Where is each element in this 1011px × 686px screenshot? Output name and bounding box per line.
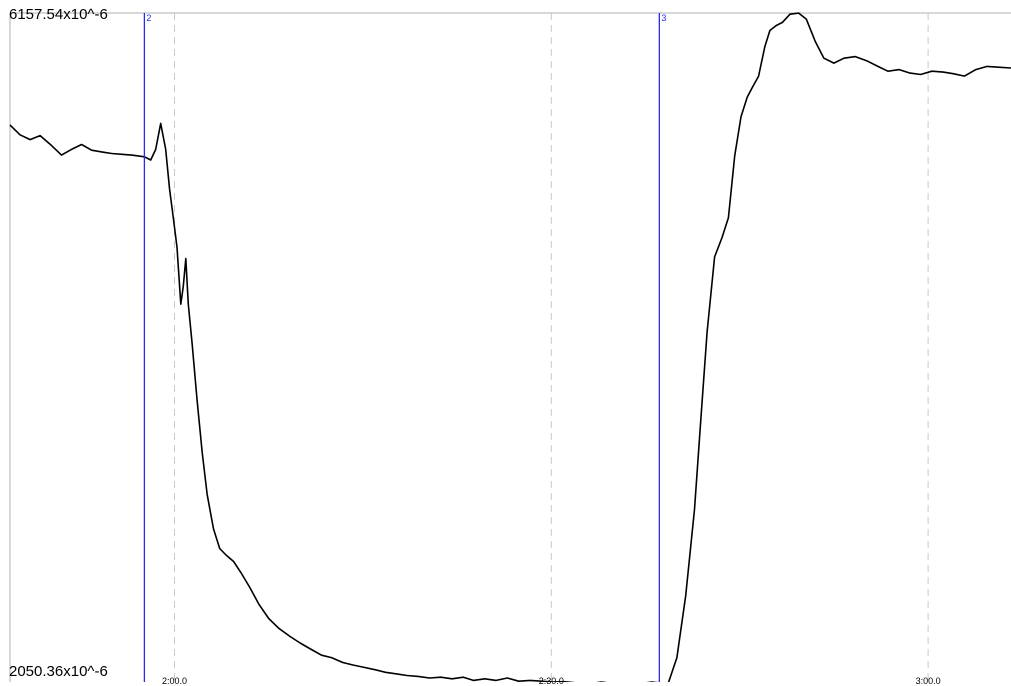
series-line <box>9 12 1011 682</box>
x-tick-label: 2:00.0 <box>162 676 188 686</box>
marker-label: 2 <box>146 13 152 23</box>
y-min-label: 2050.36x10^-6 <box>9 663 108 680</box>
x-tick-label: 3:00.0 <box>915 676 941 686</box>
y-max-label: 6157.54x10^-6 <box>9 6 108 23</box>
marker-label: 3 <box>661 13 667 23</box>
x-tick-label: 2:30.0 <box>538 676 564 686</box>
